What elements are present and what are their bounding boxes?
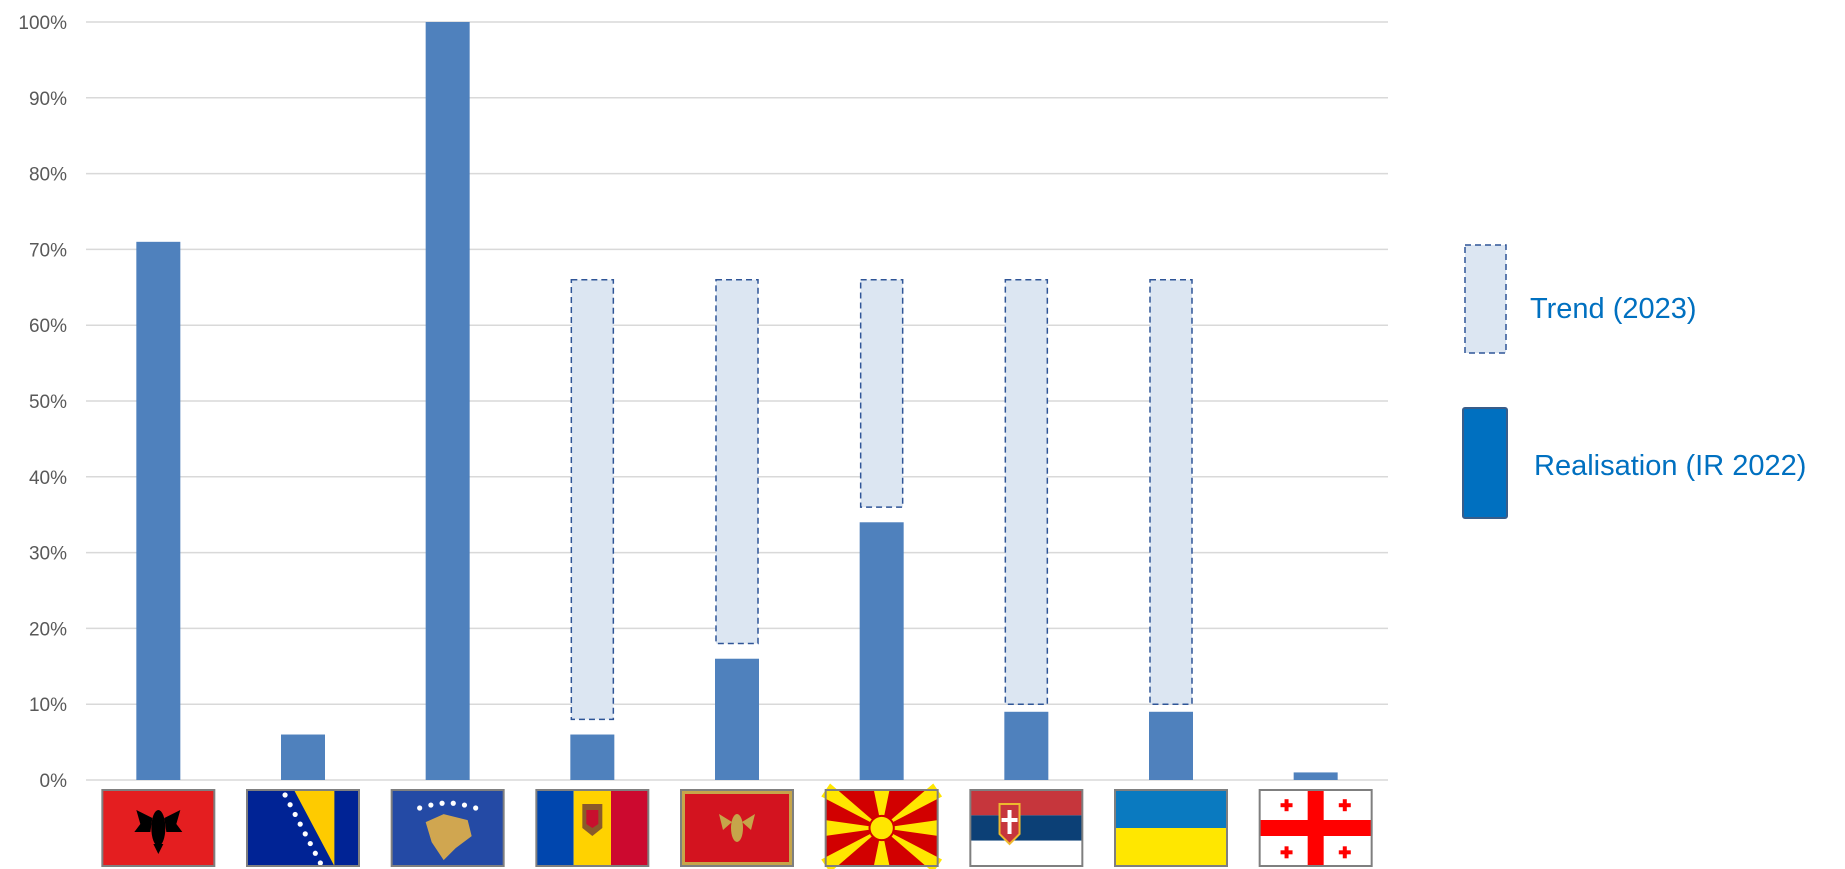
- serbia-flag-icon: [969, 789, 1084, 867]
- realisation-bar: [136, 241, 181, 780]
- legend-realisation-swatch: [1462, 407, 1508, 519]
- y-tick-label: 30%: [29, 544, 67, 565]
- y-tick-label: 70%: [29, 240, 67, 261]
- legend: Trend (2023) Realisation (IR 2022): [1462, 244, 1806, 519]
- bosnia-flag-icon: [246, 789, 360, 867]
- montenegro-flag-icon: [680, 789, 794, 867]
- realisation-bar: [1293, 772, 1338, 780]
- y-tick-label: 10%: [29, 695, 67, 716]
- legend-trend-label: Trend (2023): [1530, 293, 1697, 325]
- y-tick-label: 40%: [29, 468, 67, 489]
- trend-bar: [1004, 278, 1049, 705]
- realisation-bar: [859, 522, 904, 780]
- y-tick-label: 90%: [29, 89, 67, 110]
- trend-series: [570, 278, 1193, 721]
- x-axis-flags: [101, 783, 1373, 869]
- realisation-bar: [281, 734, 325, 780]
- albania-flag-icon: [101, 789, 216, 867]
- y-tick-label: 60%: [29, 316, 67, 337]
- y-tick-label: 0%: [40, 771, 68, 792]
- legend-realisation-label: Realisation (IR 2022): [1534, 450, 1806, 482]
- trend-bar: [715, 278, 759, 645]
- georgia-flag-icon: [1258, 789, 1373, 867]
- y-tick-label: 80%: [29, 165, 67, 186]
- realisation-bar: [425, 22, 470, 780]
- y-tick-label: 50%: [29, 392, 67, 413]
- north-macedonia-flag-icon: [821, 783, 943, 869]
- ukraine-flag-icon: [1114, 789, 1228, 867]
- trend-bar: [1149, 278, 1193, 705]
- y-tick-label: 20%: [29, 619, 67, 640]
- trend-bar: [859, 278, 904, 508]
- y-tick-label: 100%: [18, 13, 67, 34]
- moldova-flag-icon: [535, 789, 650, 867]
- realisation-bar: [570, 734, 615, 780]
- realisation-series: [136, 22, 1338, 780]
- trend-bar: [570, 278, 615, 721]
- realisation-bar: [1004, 711, 1049, 780]
- realisation-bar: [715, 658, 759, 780]
- kosovo-flag-icon: [390, 789, 505, 867]
- realisation-bar: [1149, 711, 1193, 780]
- legend-trend-swatch: [1464, 244, 1507, 354]
- y-axis-ticks: 0% 10% 20% 30% 40% 50% 60% 70% 80% 90% 100%: [18, 13, 67, 792]
